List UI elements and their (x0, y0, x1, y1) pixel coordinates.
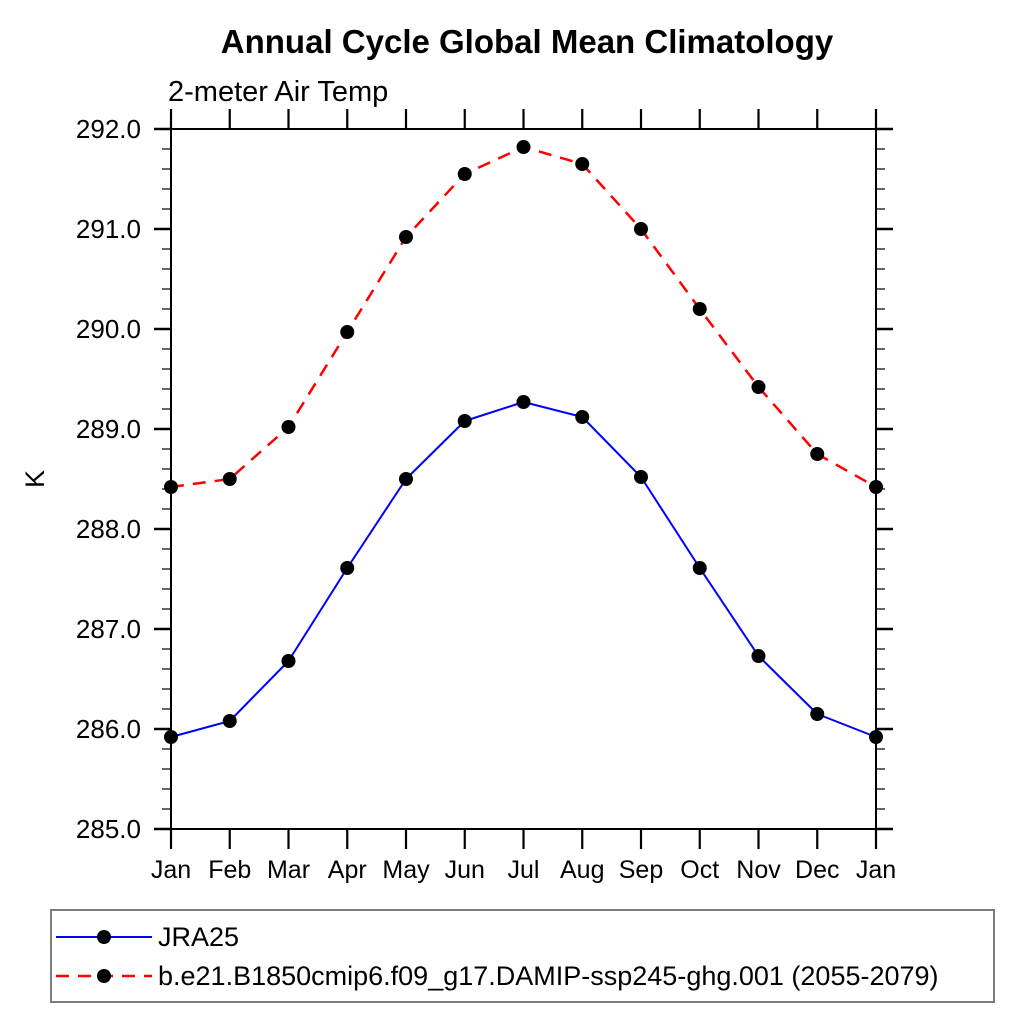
x-tick-label: Dec (795, 856, 839, 884)
data-point (634, 222, 648, 236)
y-tick-labels: 285.0 286.0 287.0 288.0 289.0 290.0 291.0 292.0 (76, 114, 141, 844)
y-tick-label: 289.0 (76, 414, 141, 444)
y-axis-ticks (154, 127, 893, 831)
x-tick-label: May (382, 856, 430, 884)
data-point (340, 561, 355, 575)
y-tick-label: 288.0 (76, 514, 141, 544)
x-tick-label: Jul (508, 856, 540, 884)
y-tick-label: 292.0 (76, 114, 141, 144)
y-tick-label: 291.0 (76, 214, 141, 244)
x-tick-label: Jun (445, 856, 485, 884)
legend-label-jra25: JRA25 (158, 922, 239, 952)
x-axis-ticks (169, 109, 878, 849)
data-point (634, 470, 648, 484)
legend-marker (97, 969, 111, 983)
data-point (222, 714, 237, 728)
legend-label-model: b.e21.B1850cmip6.f09_g17.DAMIP-ssp245-gh… (158, 961, 939, 991)
series-line-0 (170, 401, 877, 738)
data-point (516, 395, 531, 409)
plot-frame (170, 128, 877, 830)
data-point (575, 157, 590, 171)
legend-marker (97, 930, 111, 944)
data-point (692, 302, 707, 316)
y-tick-label: 286.0 (76, 714, 141, 744)
x-tick-labels: Jan Feb Mar Apr May Jun Jul Aug Sep Oct Nov Dec Jan (151, 856, 896, 884)
x-tick-label: Oct (680, 856, 719, 884)
legend-sample-jra25 (56, 930, 152, 944)
data-point (457, 167, 472, 181)
legend-box (50, 909, 995, 1003)
y-tick-label: 290.0 (76, 314, 141, 344)
y-tick-label: 285.0 (76, 814, 141, 844)
data-point (281, 654, 296, 668)
data-point (751, 649, 766, 663)
x-tick-label: Apr (328, 856, 367, 884)
x-tick-label: Sep (619, 856, 663, 884)
data-point (222, 472, 237, 486)
data-point (810, 707, 825, 721)
x-tick-label: Jan (151, 856, 191, 884)
x-tick-label: Mar (267, 856, 310, 884)
data-point (457, 414, 472, 428)
data-point (751, 380, 766, 394)
data-point (399, 472, 413, 486)
y-axis-label: K (20, 470, 50, 488)
data-point (516, 140, 531, 154)
y-tick-label: 287.0 (76, 614, 141, 644)
x-tick-label: Jan (856, 856, 896, 884)
x-tick-label: Aug (560, 856, 604, 884)
data-point (810, 447, 825, 461)
chart-subtitle: 2-meter Air Temp (168, 76, 388, 108)
data-point (399, 230, 413, 244)
data-point (340, 325, 355, 339)
data-point (692, 561, 707, 575)
data-series (164, 140, 883, 744)
x-tick-label: Feb (208, 856, 251, 884)
chart-title: Annual Cycle Global Mean Climatology (221, 23, 834, 60)
data-point (281, 420, 296, 434)
legend: JRA25 b.e21.B1850cmip6.f09_g17.DAMIP-ssp… (50, 909, 995, 1003)
series-line-1 (170, 145, 877, 489)
x-tick-label: Nov (736, 856, 781, 884)
legend-sample-model (56, 969, 152, 983)
data-point (575, 410, 590, 424)
